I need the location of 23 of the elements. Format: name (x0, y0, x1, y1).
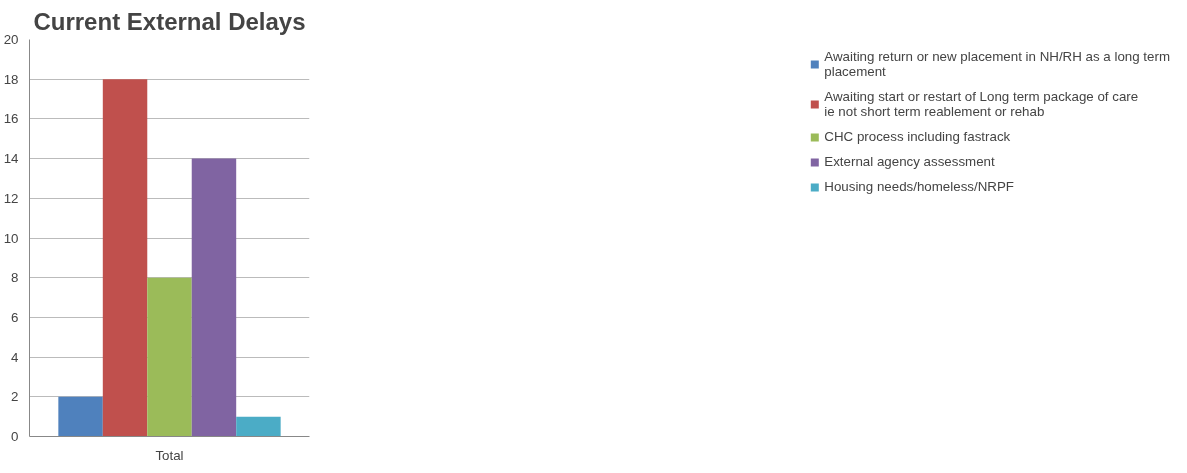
y-tick-label: 20 (3, 32, 19, 47)
legend-label: Awaiting start or restart of Long term package of care ie not short term reablement or rehab (824, 89, 1139, 119)
legend-label: External agency assessment (824, 154, 995, 169)
y-tick-label: 0 (11, 429, 19, 444)
bar (236, 416, 281, 437)
y-tick-label: 6 (11, 309, 19, 325)
legend-label: Housing needs/homeless/NRPF (824, 179, 1014, 194)
bar (191, 158, 237, 437)
y-tick-label: 10 (3, 230, 19, 246)
y-tick-label: 2 (11, 389, 19, 405)
bar (58, 396, 103, 437)
legend-label: CHC process including fastrack (824, 129, 1011, 144)
y-tick-label: 16 (3, 111, 19, 127)
y-tick-label: 4 (11, 349, 20, 365)
legend-label: Awaiting return or new placement in NH/RH as a long term placement (824, 49, 1170, 79)
x-tick-label: Total (155, 447, 184, 463)
bar (147, 277, 192, 437)
y-tick-label: 12 (3, 190, 19, 206)
bar (102, 79, 148, 437)
y-tick-label: 8 (11, 270, 19, 286)
y-tick-label: 14 (3, 151, 20, 167)
y-tick-label: 18 (3, 71, 19, 87)
chart-title: Current External Delays (33, 7, 306, 35)
